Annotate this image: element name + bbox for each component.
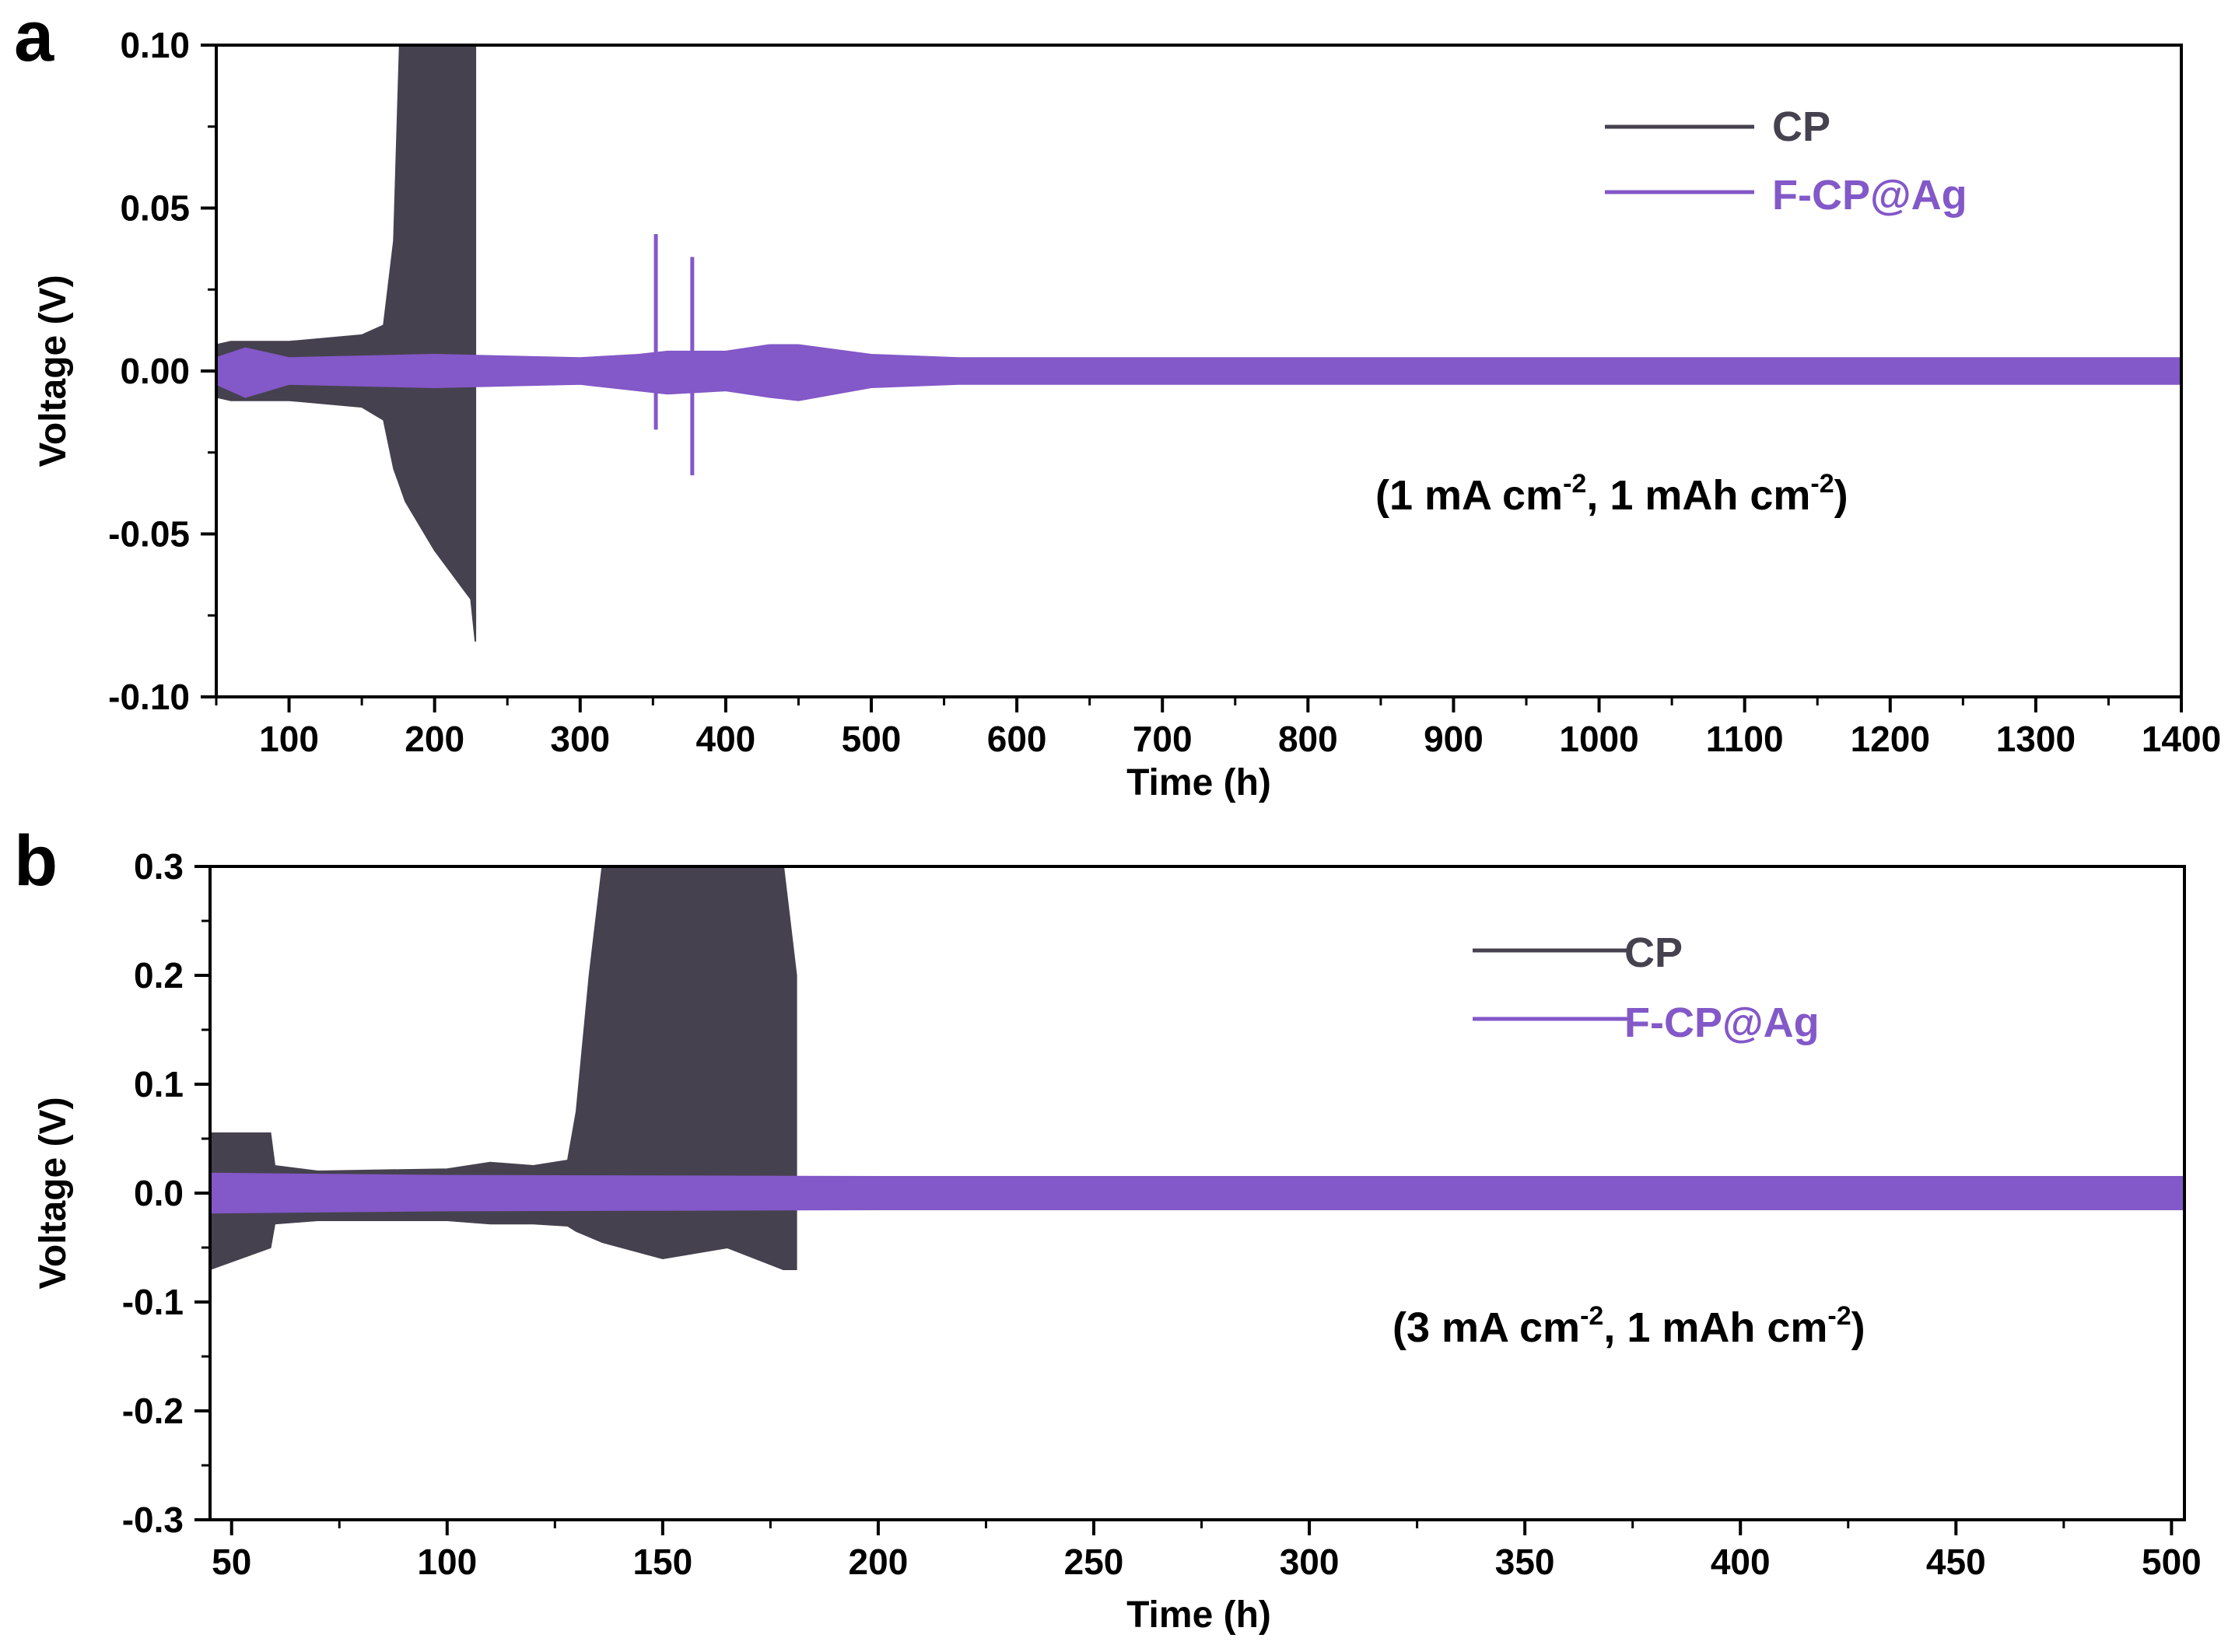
panel-label-b: b <box>14 821 58 901</box>
y-tick-label-b-5: 0.2 <box>134 955 184 996</box>
panel-b-y-axis-label: Voltage (V) <box>33 1097 74 1289</box>
x-tick-label-b-200: 200 <box>849 1542 909 1582</box>
x-tick-label-a-700: 700 <box>1133 719 1193 759</box>
x-tick-label-a-900: 900 <box>1424 719 1484 759</box>
x-tick-label-b-250: 250 <box>1064 1542 1124 1582</box>
panel-a-axes: 100 200 300 400 500 600 700 800 900 1000 1100 1200 1… <box>108 25 2221 759</box>
y-tick-label-a-2: 0.00 <box>120 351 190 391</box>
panel-b-data <box>209 866 2185 1271</box>
x-tick-label-b-450: 450 <box>1926 1542 1986 1582</box>
x-tick-label-a-1000: 1000 <box>1559 719 1638 759</box>
panel-a-condition-annotation: (1 mA cm-2, 1 mAh cm-2) <box>1375 469 1848 519</box>
x-tick-label-a-1200: 1200 <box>1851 719 1930 759</box>
y-tick-label-b-0: -0.3 <box>122 1500 184 1540</box>
y-tick-label-b-2: -0.1 <box>122 1282 184 1322</box>
series-cp-envelope-b <box>209 866 797 1271</box>
panel-a-x-axis-label: Time (h) <box>1126 762 1271 803</box>
y-tick-label-a-1: -0.05 <box>108 514 190 555</box>
series-fcpag-envelope-b <box>209 1172 2185 1214</box>
panel-a: a 100 200 300 400 500 600 700 800 900 1000 1100 120… <box>14 0 2221 803</box>
y-tick-label-b-6: 0.3 <box>134 846 184 887</box>
x-tick-label-b-50: 50 <box>212 1542 251 1582</box>
x-tick-label-b-100: 100 <box>417 1542 477 1582</box>
x-tick-label-b-400: 400 <box>1711 1542 1771 1582</box>
x-tick-label-b-150: 150 <box>632 1542 692 1582</box>
legend-cp-label-b: CP <box>1624 929 1683 976</box>
panel-b-axes: 50 100 150 200 250 300 350 400 450 500 -0.3 -0.2 -0.… <box>122 846 2202 1582</box>
y-tick-label-a-3: 0.05 <box>120 188 190 229</box>
panel-b-condition-annotation: (3 mA cm-2, 1 mAh cm-2) <box>1392 1301 1865 1351</box>
x-tick-label-a-1400: 1400 <box>2142 719 2221 759</box>
panel-a-y-axis-label: Voltage (V) <box>33 275 74 467</box>
y-tick-label-a-4: 0.10 <box>120 25 190 65</box>
panel-b-x-axis-label: Time (h) <box>1126 1594 1271 1636</box>
x-tick-label-a-1100: 1100 <box>1706 719 1784 759</box>
series-cp-envelope-a <box>215 44 477 642</box>
y-tick-label-b-1: -0.2 <box>122 1391 184 1431</box>
x-tick-label-b-300: 300 <box>1280 1542 1340 1582</box>
legend-fcpag-label-a: F-CP@Ag <box>1772 172 1967 219</box>
x-tick-label-a-400: 400 <box>696 719 756 759</box>
x-tick-label-a-500: 500 <box>842 719 902 759</box>
x-tick-label-b-500: 500 <box>2142 1542 2202 1582</box>
panel-b: b 50 100 150 200 250 300 350 400 450 500 -0.3 -0.2 -… <box>14 821 2202 1636</box>
x-tick-label-a-600: 600 <box>987 719 1047 759</box>
y-tick-label-b-3: 0.0 <box>134 1173 184 1213</box>
x-tick-label-b-350: 350 <box>1495 1542 1555 1582</box>
x-tick-label-a-300: 300 <box>550 719 610 759</box>
x-tick-label-a-1300: 1300 <box>1996 719 2076 759</box>
x-tick-label-a-100: 100 <box>259 719 319 759</box>
series-fcpag-envelope-a <box>215 344 2182 401</box>
legend-fcpag-label-b: F-CP@Ag <box>1624 999 1820 1046</box>
legend-cp-label-a: CP <box>1772 103 1830 150</box>
x-tick-label-a-200: 200 <box>405 719 464 759</box>
y-tick-label-b-4: 0.1 <box>134 1064 184 1104</box>
panel-label-a: a <box>14 0 54 76</box>
y-tick-label-a-0: -0.10 <box>108 677 190 717</box>
x-tick-label-a-800: 800 <box>1278 719 1338 759</box>
panel-a-data <box>215 44 2182 642</box>
panel-a-legend: CP F-CP@Ag <box>1605 103 1967 219</box>
panel-b-legend: CP F-CP@Ag <box>1473 929 1820 1046</box>
